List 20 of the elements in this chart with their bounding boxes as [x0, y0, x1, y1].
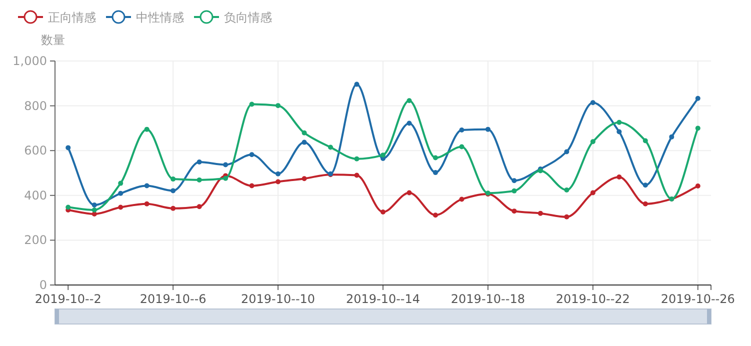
- y-tick-label: 200: [24, 233, 47, 248]
- x-tick-label: 2019-10--6: [140, 292, 206, 306]
- legend-item: 正向情感: [18, 10, 96, 24]
- y-tick-label: 1,000: [12, 54, 47, 68]
- x-tick-label: 2019-10--10: [241, 292, 316, 306]
- x-tick-label: 2019-10--22: [556, 292, 630, 306]
- x-tick-label: 2019-10--18: [450, 292, 525, 306]
- y-tick-label: 0: [39, 278, 47, 292]
- y-tick-label: 600: [24, 144, 47, 158]
- y-tick-label: 400: [24, 188, 47, 202]
- legend-label: 负向情感: [224, 10, 272, 24]
- y-tick-label: 800: [24, 98, 47, 113]
- x-tick-label: 2019-10--14: [346, 292, 420, 306]
- y-axis-title: 数量: [41, 33, 65, 47]
- legend-label: 中性情感: [136, 10, 184, 24]
- legend-item: 中性情感: [106, 10, 184, 24]
- x-tick-label: 2019-10--26: [660, 292, 735, 306]
- legend-item: 负向情感: [194, 10, 272, 24]
- legend-label: 正向情感: [48, 10, 96, 24]
- x-tick-label: 2019-10--2: [34, 292, 102, 306]
